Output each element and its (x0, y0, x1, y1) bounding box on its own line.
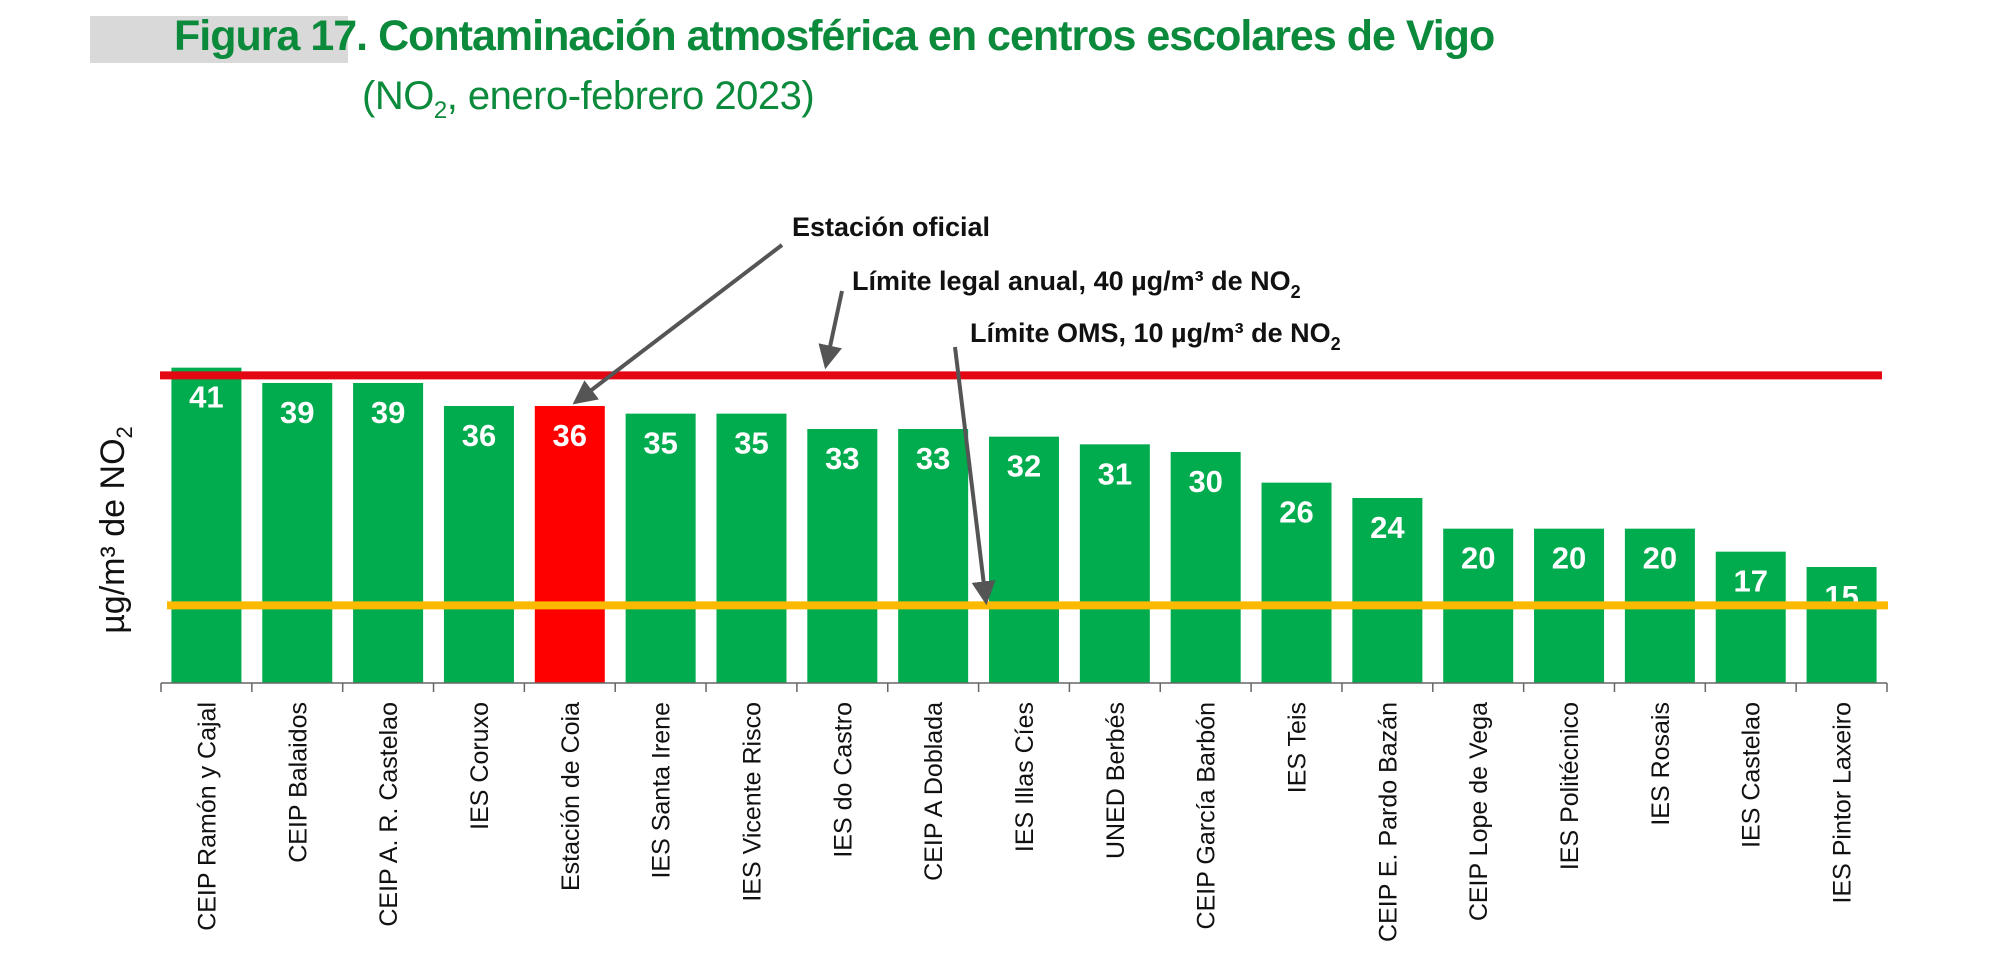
chart-title: Figura 17. Contaminación atmosférica en … (174, 12, 1495, 60)
category-label: IES Rosais (1647, 702, 1675, 826)
bar (989, 436, 1059, 683)
y-axis-label-sub: 2 (112, 426, 137, 438)
bar (443, 405, 514, 683)
bar-value-label: 33 (825, 441, 859, 476)
category-label: IES Vicente Risco (738, 702, 766, 902)
subtitle-post: , enero-febrero 2023) (446, 74, 815, 118)
bar (1170, 451, 1241, 683)
category-label: IES Teis (1284, 702, 1312, 793)
bar (1352, 497, 1423, 683)
subtitle-pre: (NO (362, 74, 434, 118)
arrow-limite-oms (953, 346, 996, 606)
bar-value-label: 36 (553, 418, 587, 453)
category-label: CEIP Lope de Vega (1465, 702, 1493, 921)
bar (716, 413, 787, 683)
bar-highlight (534, 405, 605, 683)
y-axis-label: µg/m³ de NO2 (94, 426, 137, 634)
bar (1261, 482, 1332, 683)
annotation-limite-legal-text: Límite legal anual, 40 µg/m³ de NO (852, 266, 1291, 296)
title-highlight-band (90, 16, 348, 63)
arrow-estacion-oficial (572, 243, 784, 405)
bar (1806, 566, 1877, 683)
bar-value-label: 36 (462, 418, 496, 453)
annotation-limite-oms-text: Límite OMS, 10 µg/m³ de NO (970, 318, 1331, 348)
subtitle-sub: 2 (433, 97, 447, 124)
bar-value-label: 33 (916, 441, 950, 476)
category-label: IES Coruxo (466, 702, 494, 830)
bar (625, 413, 696, 683)
category-label: CEIP García Barbón (1193, 702, 1221, 929)
category-label: CEIP A Doblada (920, 702, 948, 881)
bar-value-label: 35 (734, 426, 768, 461)
arrows-group (572, 243, 996, 606)
category-label: IES Pintor Laxeiro (1829, 702, 1857, 904)
category-label: IES Illas Cíes (1011, 702, 1039, 852)
bars-group (171, 367, 1877, 683)
bar-value-label: 20 (1461, 541, 1495, 576)
arrow-limite-legal (818, 290, 844, 370)
bar-value-label: 31 (1098, 456, 1132, 491)
category-label: UNED Berbés (1102, 702, 1130, 859)
bar-value-label: 32 (1007, 449, 1041, 484)
reference-lines-group (160, 371, 1888, 610)
bar (898, 428, 969, 683)
annotation-limite-legal-sub: 2 (1291, 282, 1301, 302)
category-label: Estación de Coia (557, 702, 585, 891)
bar-value-label: 24 (1370, 510, 1405, 545)
bar-value-label: 41 (189, 380, 223, 415)
category-labels-group: CEIP Ramón y Cajal CEIP Balaidos CEIP A. R… (193, 702, 1856, 942)
bar-value-label: 35 (643, 426, 677, 461)
bar (262, 382, 333, 683)
bar-value-label: 39 (371, 395, 405, 430)
bar (171, 367, 242, 683)
bar (1715, 551, 1786, 683)
bar-value-label: 30 (1188, 464, 1222, 499)
annotation-limite-oms-sub: 2 (1331, 334, 1341, 354)
bar-value-label: 26 (1279, 495, 1313, 530)
chart-subtitle: (NO2, enero-febrero 2023) (362, 74, 815, 125)
annotation-limite-oms: Límite OMS, 10 µg/m³ de NO2 (970, 318, 1341, 354)
bar-value-label: 20 (1643, 541, 1677, 576)
annotations-group: Estación oficial Límite legal anual, 40 … (792, 212, 1341, 354)
bar-value-label: 20 (1552, 541, 1586, 576)
x-axis (160, 682, 1888, 692)
bar (807, 428, 878, 683)
bar-value-label: 17 (1733, 564, 1767, 599)
category-label: IES Castelao (1738, 702, 1766, 848)
category-label: CEIP E. Pardo Bazán (1374, 702, 1402, 942)
category-label: IES Politécnico (1556, 702, 1584, 870)
bar (353, 382, 424, 683)
category-label: CEIP Balaidos (284, 702, 312, 863)
bar (1079, 444, 1150, 683)
annotation-limite-legal: Límite legal anual, 40 µg/m³ de NO2 (852, 266, 1301, 302)
category-label: CEIP Ramón y Cajal (193, 702, 221, 931)
category-label: IES do Castro (829, 702, 857, 858)
category-label: IES Santa Irene (648, 702, 676, 879)
category-label: CEIP A. R. Castelao (375, 702, 403, 927)
bar-value-label: 39 (280, 395, 314, 430)
annotation-estacion-oficial: Estación oficial (792, 212, 990, 242)
y-axis-label-main: µg/m³ de NO (94, 438, 132, 633)
